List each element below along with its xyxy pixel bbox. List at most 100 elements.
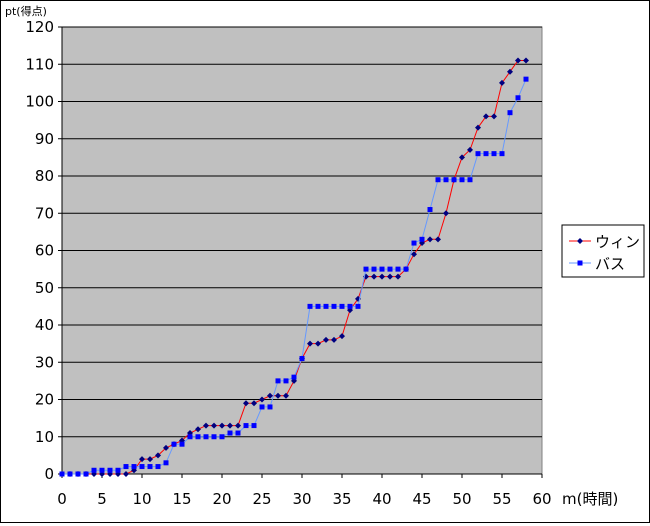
y-axis-ticks: 0 10 20 30 40 50 60 70 80 90 100 110 120 (25, 18, 63, 483)
data-point (83, 471, 89, 477)
data-point (411, 251, 417, 258)
x-tick-label: 25 (252, 490, 271, 508)
data-point (459, 177, 465, 183)
data-point (315, 340, 321, 347)
data-point (387, 273, 393, 280)
data-point (475, 151, 481, 157)
x-axis-label: m(時間) (562, 490, 618, 508)
data-point (235, 422, 241, 429)
data-point (75, 471, 81, 477)
x-tick-label: 55 (492, 490, 511, 508)
data-point (443, 177, 449, 183)
data-point (59, 471, 65, 477)
series-layer (59, 57, 529, 477)
data-point (163, 460, 169, 466)
data-point (283, 392, 289, 399)
data-point (435, 236, 441, 243)
data-point (171, 441, 177, 447)
data-point (267, 392, 273, 399)
data-point (395, 273, 401, 280)
data-point (267, 404, 273, 410)
data-point (251, 423, 257, 429)
x-tick-label: 30 (292, 490, 311, 508)
data-point (123, 471, 129, 477)
data-point (155, 464, 161, 470)
x-axis-ticks: 0 5 10 15 20 25 30 35 40 45 50 55 60 (57, 473, 552, 508)
data-point (131, 464, 137, 470)
x-tick-label: 60 (532, 490, 551, 508)
x-tick-label: 10 (132, 490, 151, 508)
data-point (227, 422, 233, 429)
data-point (163, 444, 169, 451)
data-point (123, 464, 129, 470)
data-point (443, 210, 449, 217)
legend-swatch-marker (577, 238, 583, 244)
data-point (323, 303, 329, 309)
y-tick-label: 10 (35, 428, 54, 446)
x-tick-label: 5 (97, 490, 107, 508)
series-1 (59, 57, 529, 477)
x-tick-label: 15 (172, 490, 191, 508)
y-axis-label: pt(得点) (5, 5, 47, 18)
data-point (387, 266, 393, 272)
series-2 (59, 76, 529, 477)
x-tick-label: 0 (57, 490, 67, 508)
y-tick-label: 50 (35, 279, 54, 297)
data-point (259, 396, 265, 403)
data-point (483, 151, 489, 157)
data-point (139, 456, 145, 463)
legend-label: ウィン (595, 233, 640, 251)
data-point (491, 151, 497, 157)
data-point (339, 303, 345, 309)
data-point (347, 303, 353, 309)
y-tick-label: 120 (25, 18, 54, 36)
x-tick-label: 40 (372, 490, 391, 508)
data-point (227, 430, 233, 436)
data-point (475, 124, 481, 131)
data-point (219, 422, 225, 429)
data-point (67, 471, 73, 477)
legend-item: バス (569, 255, 625, 273)
data-point (307, 340, 313, 347)
data-point (379, 273, 385, 280)
data-point (275, 392, 281, 399)
data-point (467, 146, 473, 153)
data-point (331, 336, 337, 343)
legend-item: ウィン (569, 233, 640, 251)
data-point (467, 177, 473, 183)
data-point (155, 452, 161, 459)
x-tick-label: 20 (212, 490, 231, 508)
data-point (515, 57, 521, 64)
data-point (203, 434, 209, 440)
data-point (419, 236, 425, 242)
data-point (91, 467, 97, 473)
data-point (107, 467, 113, 473)
data-point (219, 434, 225, 440)
data-point (115, 467, 121, 473)
data-point (195, 434, 201, 440)
data-point (259, 404, 265, 410)
data-point (427, 236, 433, 243)
data-point (371, 273, 377, 280)
data-point (99, 467, 105, 473)
x-tick-label: 35 (332, 490, 351, 508)
data-point (523, 76, 529, 82)
x-tick-label: 50 (452, 490, 471, 508)
data-point (147, 456, 153, 463)
data-point (187, 434, 193, 440)
data-point (427, 207, 433, 213)
y-tick-label: 110 (25, 55, 54, 73)
data-point (371, 266, 377, 272)
data-point (323, 336, 329, 343)
data-point (499, 79, 505, 86)
data-point (299, 356, 305, 362)
data-point (211, 422, 217, 429)
data-point (483, 113, 489, 120)
data-point (147, 464, 153, 470)
legend-swatch-marker (577, 260, 583, 266)
data-point (403, 266, 409, 272)
data-point (451, 177, 457, 183)
